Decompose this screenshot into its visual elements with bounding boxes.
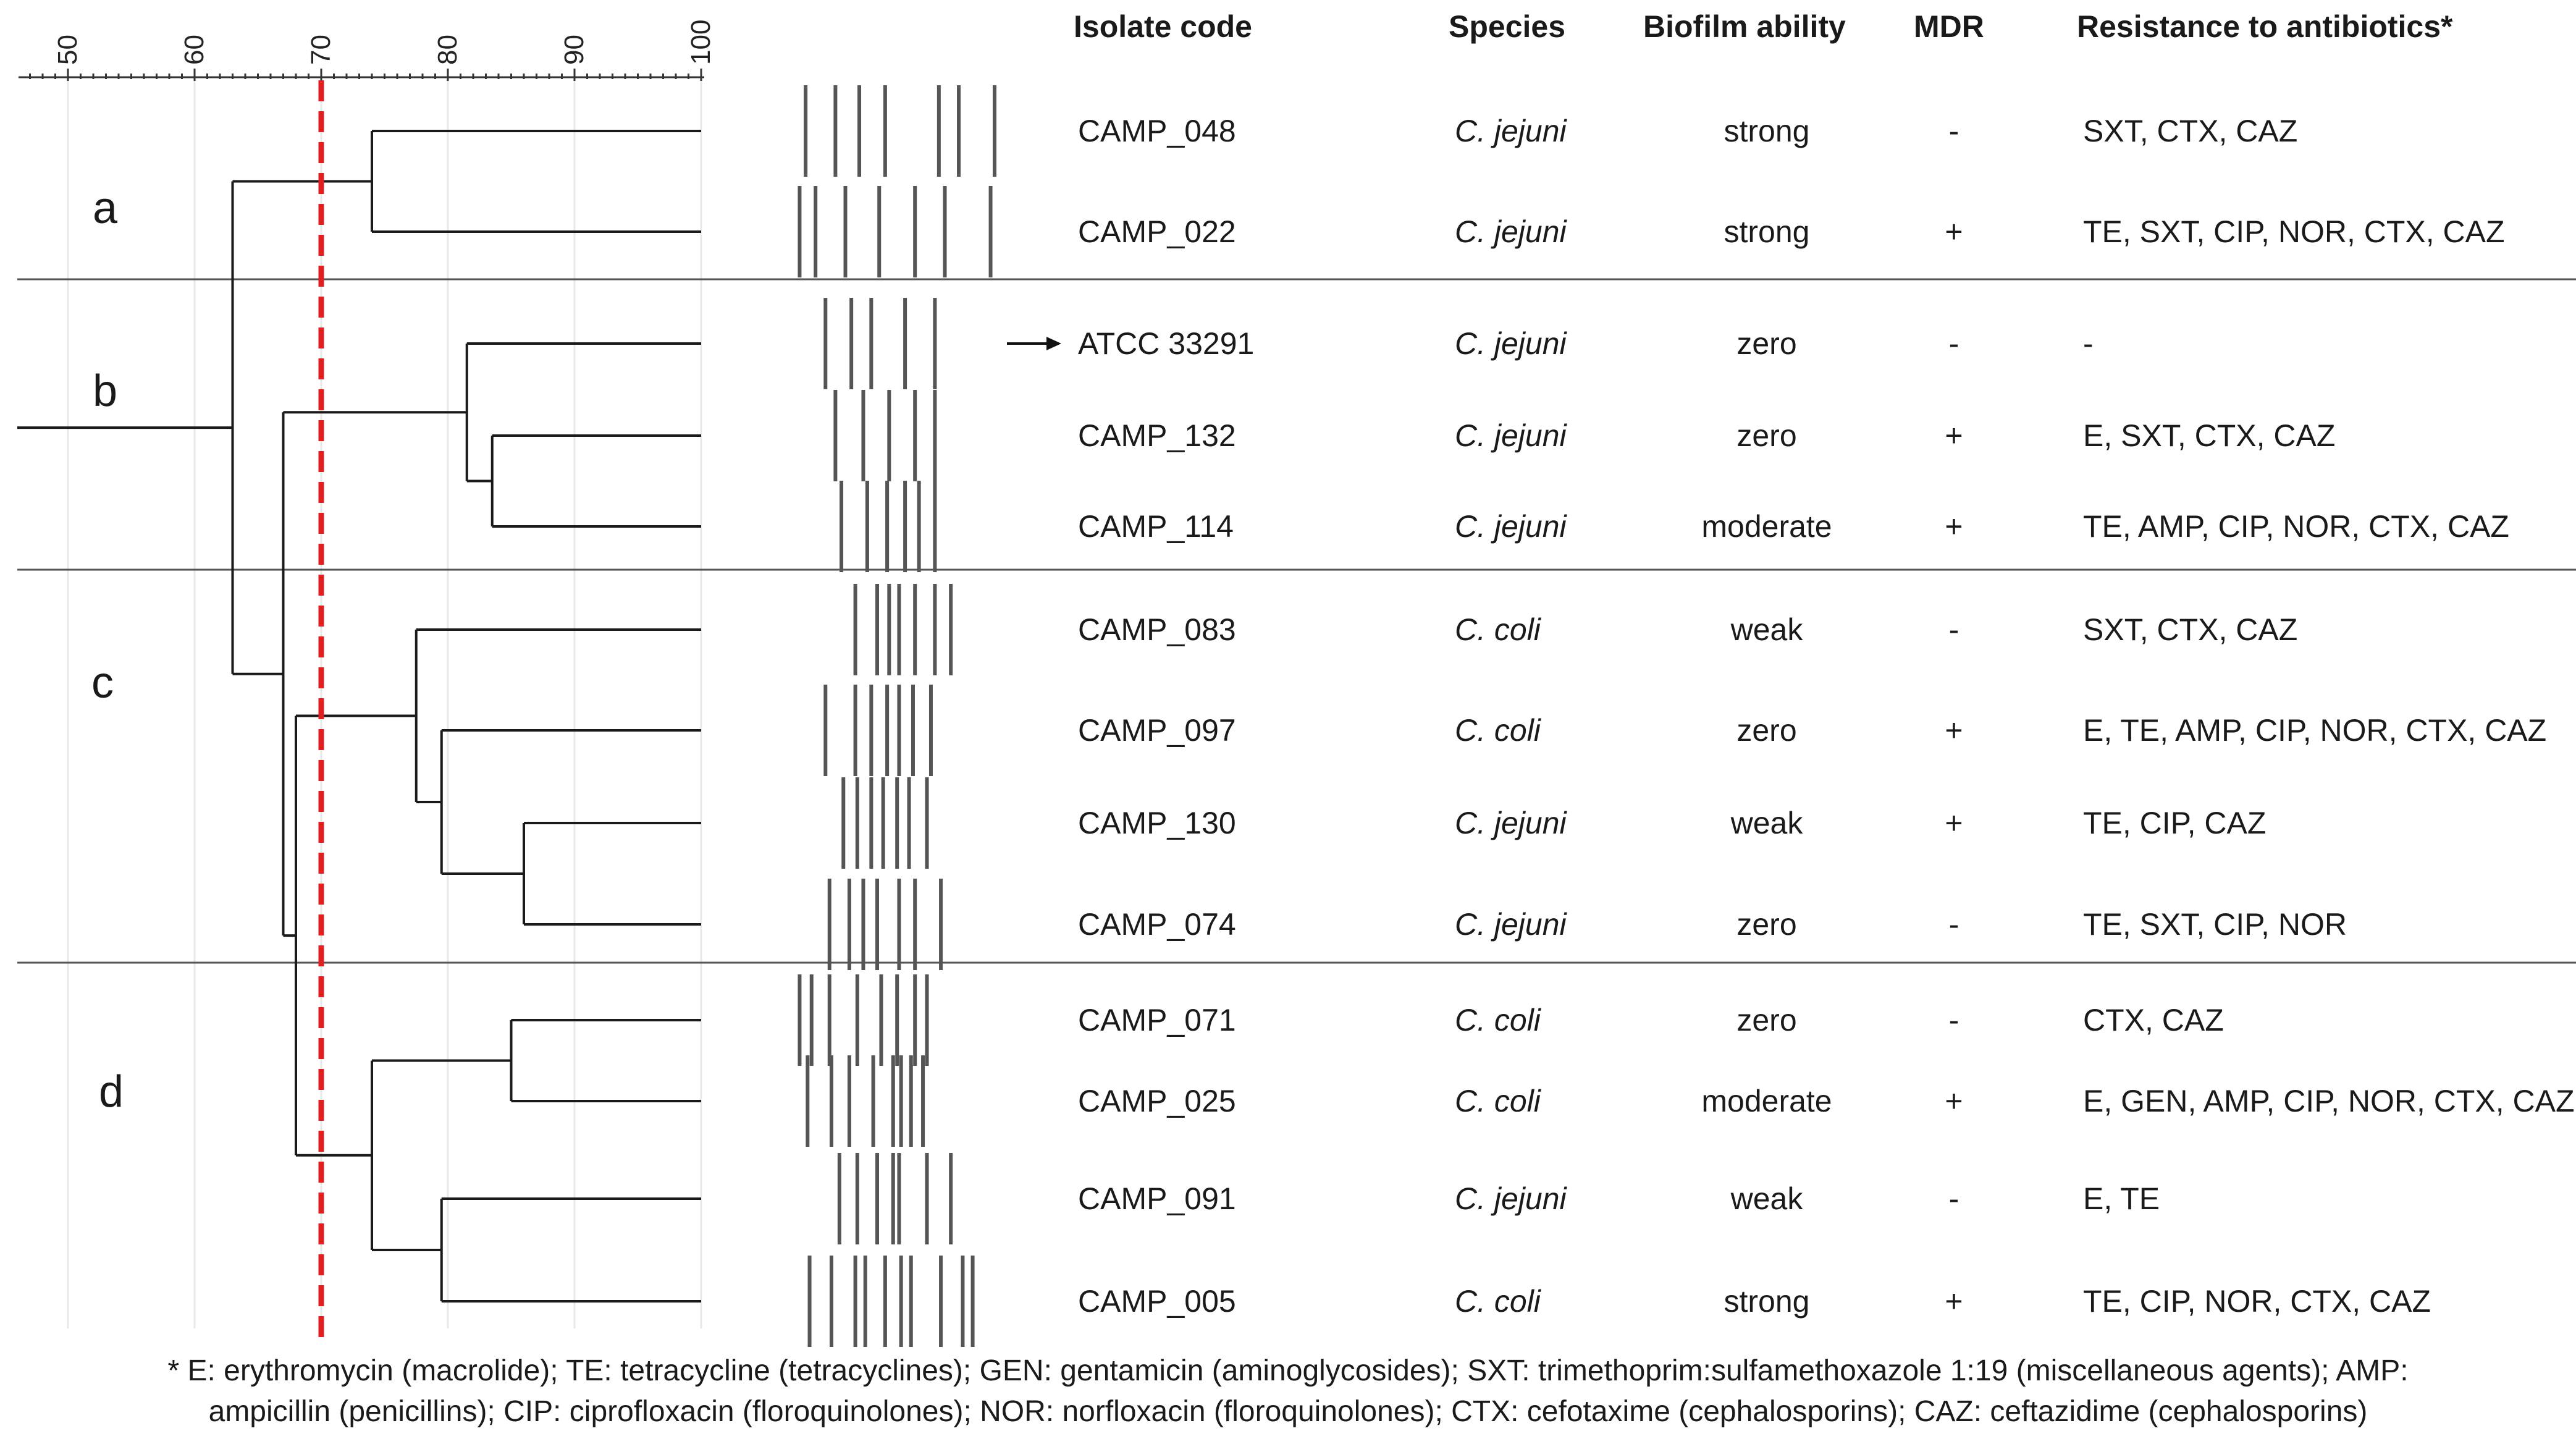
cell-isolate: CAMP_071 (1078, 1003, 1236, 1037)
scale-tick-label: 80 (432, 35, 463, 65)
cell-resistance: TE, CIP, NOR, CTX, CAZ (2083, 1284, 2431, 1319)
cluster-label-a: a (93, 184, 118, 233)
cell-resistance: E, GEN, AMP, CIP, NOR, CTX, CAZ (2083, 1084, 2575, 1118)
cell-isolate: CAMP_074 (1078, 907, 1236, 942)
cell-isolate: CAMP_097 (1078, 713, 1236, 748)
cell-species: C. jejuni (1455, 907, 1567, 942)
header-isolate-code: Isolate code (1074, 9, 1252, 44)
cell-mdr: + (1945, 806, 1963, 840)
cell-isolate: CAMP_022 (1078, 214, 1236, 249)
cell-resistance: TE, SXT, CIP, NOR (2083, 907, 2347, 942)
cell-isolate: CAMP_114 (1078, 509, 1234, 544)
cell-mdr: + (1945, 214, 1963, 249)
cell-mdr: - (1948, 907, 1959, 942)
cell-isolate: CAMP_005 (1078, 1284, 1236, 1319)
cell-mdr: + (1945, 713, 1963, 748)
cell-biofilm: zero (1736, 326, 1797, 361)
header-resistance: Resistance to antibiotics* (2077, 9, 2453, 44)
header-mdr: MDR (1914, 9, 1984, 44)
cell-resistance: TE, CIP, CAZ (2083, 806, 2267, 840)
cell-mdr: - (1948, 1181, 1959, 1216)
cell-isolate: CAMP_091 (1078, 1181, 1236, 1216)
cell-species: C. jejuni (1455, 418, 1567, 453)
cell-biofilm: moderate (1701, 1084, 1832, 1118)
cell-species: C. jejuni (1455, 1181, 1567, 1216)
scale-tick-label: 60 (179, 35, 209, 65)
cell-mdr: - (1948, 1003, 1959, 1037)
cluster-label-d: d (99, 1067, 124, 1117)
cell-resistance: TE, AMP, CIP, NOR, CTX, CAZ (2083, 509, 2509, 544)
scale-tick-label: 90 (559, 35, 589, 65)
cell-mdr: + (1945, 509, 1963, 544)
cell-mdr: - (1948, 114, 1959, 148)
cell-biofilm: strong (1724, 1284, 1810, 1319)
cell-species: C. coli (1455, 1284, 1541, 1319)
cell-mdr: + (1945, 1284, 1963, 1319)
cell-species: C. jejuni (1455, 214, 1567, 249)
cell-mdr: + (1945, 418, 1963, 453)
cell-species: C. coli (1455, 1003, 1541, 1037)
cell-biofilm: zero (1736, 713, 1797, 748)
cell-biofilm: moderate (1701, 509, 1832, 544)
cell-species: C. coli (1455, 1084, 1541, 1118)
cell-species: C. jejuni (1455, 806, 1567, 840)
cell-biofilm: weak (1730, 1181, 1803, 1216)
cell-mdr: - (1948, 612, 1959, 647)
cluster-label-c: c (91, 658, 114, 707)
cell-species: C. jejuni (1455, 114, 1567, 148)
cell-isolate: ATCC 33291 (1078, 326, 1255, 361)
cell-mdr: + (1945, 1084, 1963, 1118)
cell-resistance: TE, SXT, CIP, NOR, CTX, CAZ (2083, 214, 2505, 249)
cell-biofilm: weak (1730, 806, 1803, 840)
reference-arrow-head (1046, 337, 1061, 350)
cell-resistance: CTX, CAZ (2083, 1003, 2224, 1037)
cell-resistance: SXT, CTX, CAZ (2083, 114, 2298, 148)
header-biofilm-ability: Biofilm ability (1643, 9, 1846, 44)
header-species: Species (1449, 9, 1566, 44)
cell-resistance: E, TE, AMP, CIP, NOR, CTX, CAZ (2083, 713, 2547, 748)
cell-biofilm: zero (1736, 418, 1797, 453)
cell-species: C. jejuni (1455, 326, 1567, 361)
cell-species: C. coli (1455, 713, 1541, 748)
cell-isolate: CAMP_132 (1078, 418, 1236, 453)
cell-biofilm: strong (1724, 114, 1810, 148)
footnote-line-1: * E: erythromycin (macrolide); TE: tetra… (167, 1354, 2409, 1387)
cell-species: C. coli (1455, 612, 1541, 647)
cluster-label-b: b (93, 366, 118, 416)
cell-isolate: CAMP_083 (1078, 612, 1236, 647)
cell-isolate: CAMP_130 (1078, 806, 1236, 840)
cell-biofilm: zero (1736, 1003, 1797, 1037)
cell-resistance: SXT, CTX, CAZ (2083, 612, 2298, 647)
scale-tick-label: 70 (306, 35, 336, 65)
cell-resistance: E, SXT, CTX, CAZ (2083, 418, 2336, 453)
scale-tick-label: 50 (53, 35, 83, 65)
cell-biofilm: zero (1736, 907, 1797, 942)
cell-biofilm: strong (1724, 214, 1810, 249)
scale-tick-label: 100 (686, 20, 716, 65)
footnote-line-2: ampicillin (penicillins); CIP: ciproflox… (208, 1395, 2368, 1428)
cell-mdr: - (1948, 326, 1959, 361)
cell-isolate: CAMP_025 (1078, 1084, 1236, 1118)
cell-resistance: E, TE (2083, 1181, 2160, 1216)
cell-isolate: CAMP_048 (1078, 114, 1236, 148)
cell-species: C. jejuni (1455, 509, 1567, 544)
cell-biofilm: weak (1730, 612, 1803, 647)
cell-resistance: - (2083, 326, 2094, 361)
